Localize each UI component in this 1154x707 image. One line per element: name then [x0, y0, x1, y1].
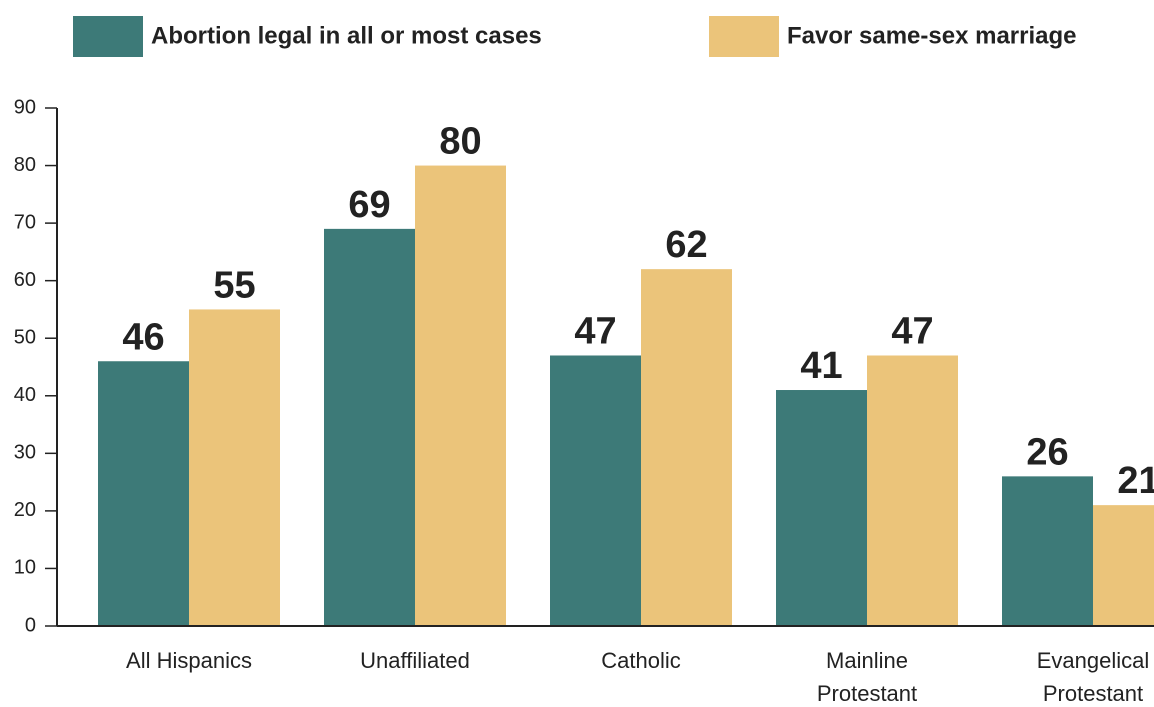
x-tick-label: Unaffiliated: [360, 648, 470, 673]
x-tick-label: All Hispanics: [126, 648, 252, 673]
x-tick-label: Evangelical Protestant: [1037, 648, 1150, 706]
bar: [98, 361, 189, 626]
value-label: 21: [1117, 460, 1154, 502]
bar: [1093, 505, 1154, 626]
value-label: 80: [439, 121, 481, 163]
y-tick-label: 10: [14, 557, 36, 579]
x-tick-label: Catholic: [601, 648, 680, 673]
y-tick-label: 50: [14, 327, 36, 349]
value-label: 47: [574, 311, 616, 353]
y-tick-label: 80: [14, 154, 36, 176]
y-tick-label: 20: [14, 499, 36, 521]
bar: [324, 228, 415, 626]
y-tick-label: 70: [14, 211, 36, 233]
legend-swatch: [73, 16, 143, 57]
bar: [1002, 476, 1093, 626]
value-label: 26: [1026, 431, 1068, 473]
value-label: 69: [348, 184, 390, 226]
bar: [550, 355, 641, 626]
legend-label: Favor same-sex marriage: [787, 22, 1077, 49]
y-tick-label: 30: [14, 442, 36, 464]
y-tick-label: 0: [25, 614, 36, 636]
legend-swatch: [709, 16, 779, 57]
bar: [867, 355, 958, 626]
bar: [415, 165, 506, 627]
y-tick-label: 90: [14, 96, 36, 118]
bar: [776, 390, 867, 626]
bar: [189, 309, 280, 626]
y-tick-label: 60: [14, 269, 36, 291]
value-label: 62: [665, 224, 707, 266]
value-label: 41: [800, 345, 842, 387]
value-label: 55: [213, 264, 255, 306]
value-label: 46: [122, 316, 164, 358]
bar: [641, 269, 732, 626]
value-label: 47: [891, 311, 933, 353]
y-tick-label: 40: [14, 384, 36, 406]
legend-label: Abortion legal in all or most cases: [151, 22, 542, 49]
x-tick-label: Mainline Protestant: [817, 648, 917, 706]
